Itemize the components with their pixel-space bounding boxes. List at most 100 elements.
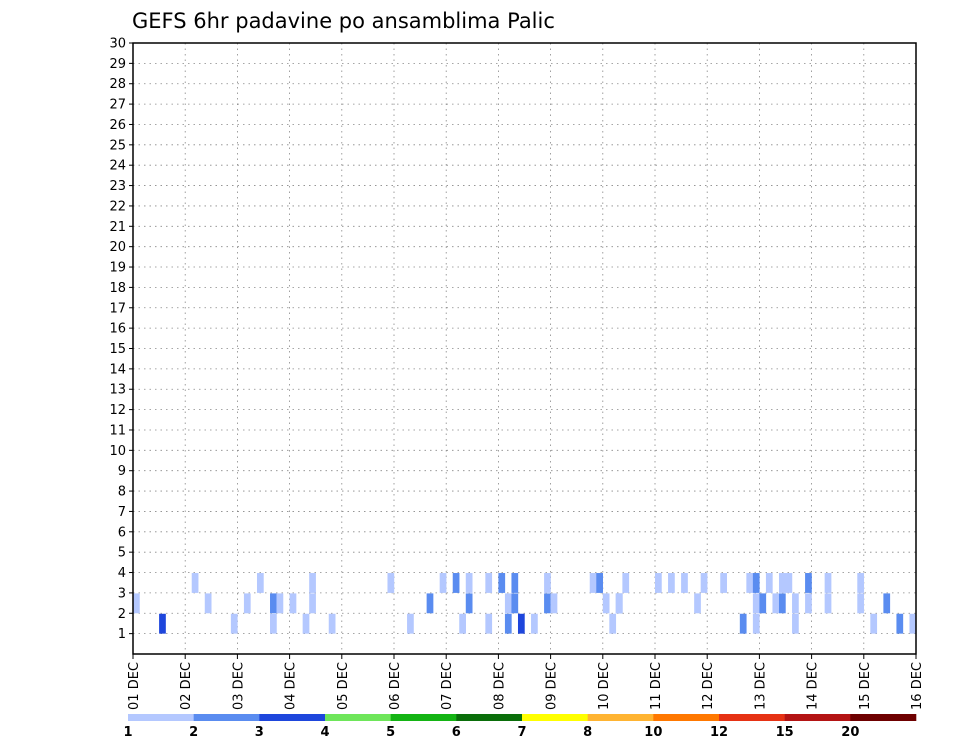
- legend-label: 5: [386, 725, 395, 740]
- legend-swatch: [850, 714, 917, 721]
- x-tick-label: 13 DEC: [753, 662, 768, 710]
- legend-label: 2: [189, 725, 198, 740]
- precip-cell: [785, 573, 793, 593]
- precip-cell: [485, 613, 493, 634]
- precip-cell: [276, 593, 284, 614]
- precip-cell: [857, 593, 865, 614]
- y-tick-label: 16: [109, 322, 126, 337]
- x-tick-label: 01 DEC: [127, 662, 142, 710]
- legend-label: 12: [710, 725, 728, 740]
- y-tick-label: 21: [109, 220, 126, 235]
- x-tick-label: 06 DEC: [388, 662, 403, 710]
- y-tick-label: 15: [109, 342, 126, 357]
- precip-cell: [609, 613, 617, 634]
- y-tick-label: 7: [118, 505, 126, 520]
- legend-swatch: [325, 714, 391, 721]
- precip-cell: [765, 573, 773, 593]
- legend-label: 6: [452, 725, 461, 740]
- precip-cell: [694, 593, 701, 614]
- x-tick-label: 11 DEC: [649, 662, 664, 710]
- y-tick-label: 23: [109, 179, 126, 194]
- legend-label: 8: [583, 725, 592, 740]
- precip-cell: [133, 593, 140, 614]
- legend-swatch: [259, 714, 326, 721]
- x-tick-label: 04 DEC: [284, 662, 299, 710]
- precip-cell: [668, 573, 675, 593]
- precip-cell: [778, 573, 786, 593]
- precip-cell: [426, 593, 434, 614]
- chart-title: GEFS 6hr padavine po ansamblima Palic: [132, 9, 555, 33]
- precip-cell: [857, 573, 865, 593]
- precip-cell: [752, 573, 760, 593]
- precip-cell: [230, 613, 238, 634]
- precip-cell: [805, 573, 812, 593]
- x-axis-labels: 01 DEC 02 DEC 03 DEC 04 DEC 05 DEC 06 DEC 07 D…: [127, 654, 925, 710]
- precip-cell: [485, 573, 493, 593]
- plot-grid: [133, 43, 916, 654]
- precip-cell: [778, 593, 786, 614]
- y-tick-label: 4: [118, 566, 126, 581]
- precip-cell: [289, 593, 297, 614]
- y-tick-label: 22: [109, 199, 126, 214]
- precip-cell: [792, 613, 799, 634]
- y-tick-label: 29: [109, 57, 126, 72]
- y-tick-label: 25: [109, 138, 126, 153]
- legend-swatch: [128, 714, 194, 721]
- x-tick-label: 08 DEC: [492, 662, 507, 710]
- y-tick-label: 30: [109, 37, 126, 52]
- precip-cell: [204, 593, 212, 614]
- legend-label: 4: [320, 725, 329, 740]
- y-tick-label: 9: [118, 464, 126, 479]
- precip-cell: [752, 593, 760, 614]
- precip-cell: [615, 593, 623, 614]
- legend-label: 7: [517, 725, 526, 740]
- precip-cell: [544, 573, 551, 593]
- x-tick-label: 16 DEC: [910, 662, 925, 710]
- y-tick-label: 5: [118, 546, 126, 561]
- x-tick-label: 12 DEC: [701, 662, 716, 710]
- precip-cell: [309, 573, 316, 593]
- precip-cell: [504, 613, 512, 634]
- precip-cell: [739, 613, 747, 634]
- precip-cell: [309, 593, 316, 614]
- y-tick-label: 24: [109, 159, 126, 174]
- precip-cell: [655, 573, 662, 593]
- y-tick-label: 26: [109, 118, 126, 133]
- precip-cell: [511, 573, 519, 593]
- y-tick-label: 18: [109, 281, 126, 296]
- precip-cell: [465, 573, 473, 593]
- y-tick-label: 3: [118, 586, 126, 601]
- precip-cell: [159, 613, 166, 634]
- x-tick-label: 03 DEC: [231, 662, 246, 710]
- y-tick-label: 10: [109, 444, 126, 459]
- precip-cell: [452, 573, 460, 593]
- precip-cells: [133, 573, 917, 634]
- precip-cell: [720, 573, 727, 593]
- y-tick-label: 28: [109, 77, 126, 92]
- precip-cell: [602, 593, 610, 614]
- y-axis-labels: 1234567891011121314151617181920212223242…: [109, 37, 133, 642]
- precip-cell: [681, 573, 688, 593]
- legend-label: 20: [841, 725, 859, 740]
- y-tick-label: 12: [109, 403, 126, 418]
- precip-cell: [759, 593, 767, 614]
- precip-cell: [824, 573, 832, 593]
- precip-cell: [498, 573, 506, 593]
- precip-cell: [700, 573, 708, 593]
- x-tick-label: 15 DEC: [858, 662, 873, 710]
- precip-cell: [544, 593, 551, 614]
- x-tick-label: 07 DEC: [440, 662, 455, 710]
- precip-cell: [270, 593, 277, 614]
- precip-cell: [511, 593, 519, 614]
- precip-cell: [517, 613, 525, 634]
- y-tick-label: 20: [109, 240, 126, 255]
- legend-label: 15: [776, 725, 794, 740]
- legend-swatch: [784, 714, 851, 721]
- legend-swatch: [390, 714, 457, 721]
- precip-cell: [550, 593, 558, 614]
- legend-label: 1: [123, 725, 132, 740]
- precip-cell: [270, 613, 277, 634]
- precip-cell: [328, 613, 336, 634]
- precip-cell: [191, 573, 199, 593]
